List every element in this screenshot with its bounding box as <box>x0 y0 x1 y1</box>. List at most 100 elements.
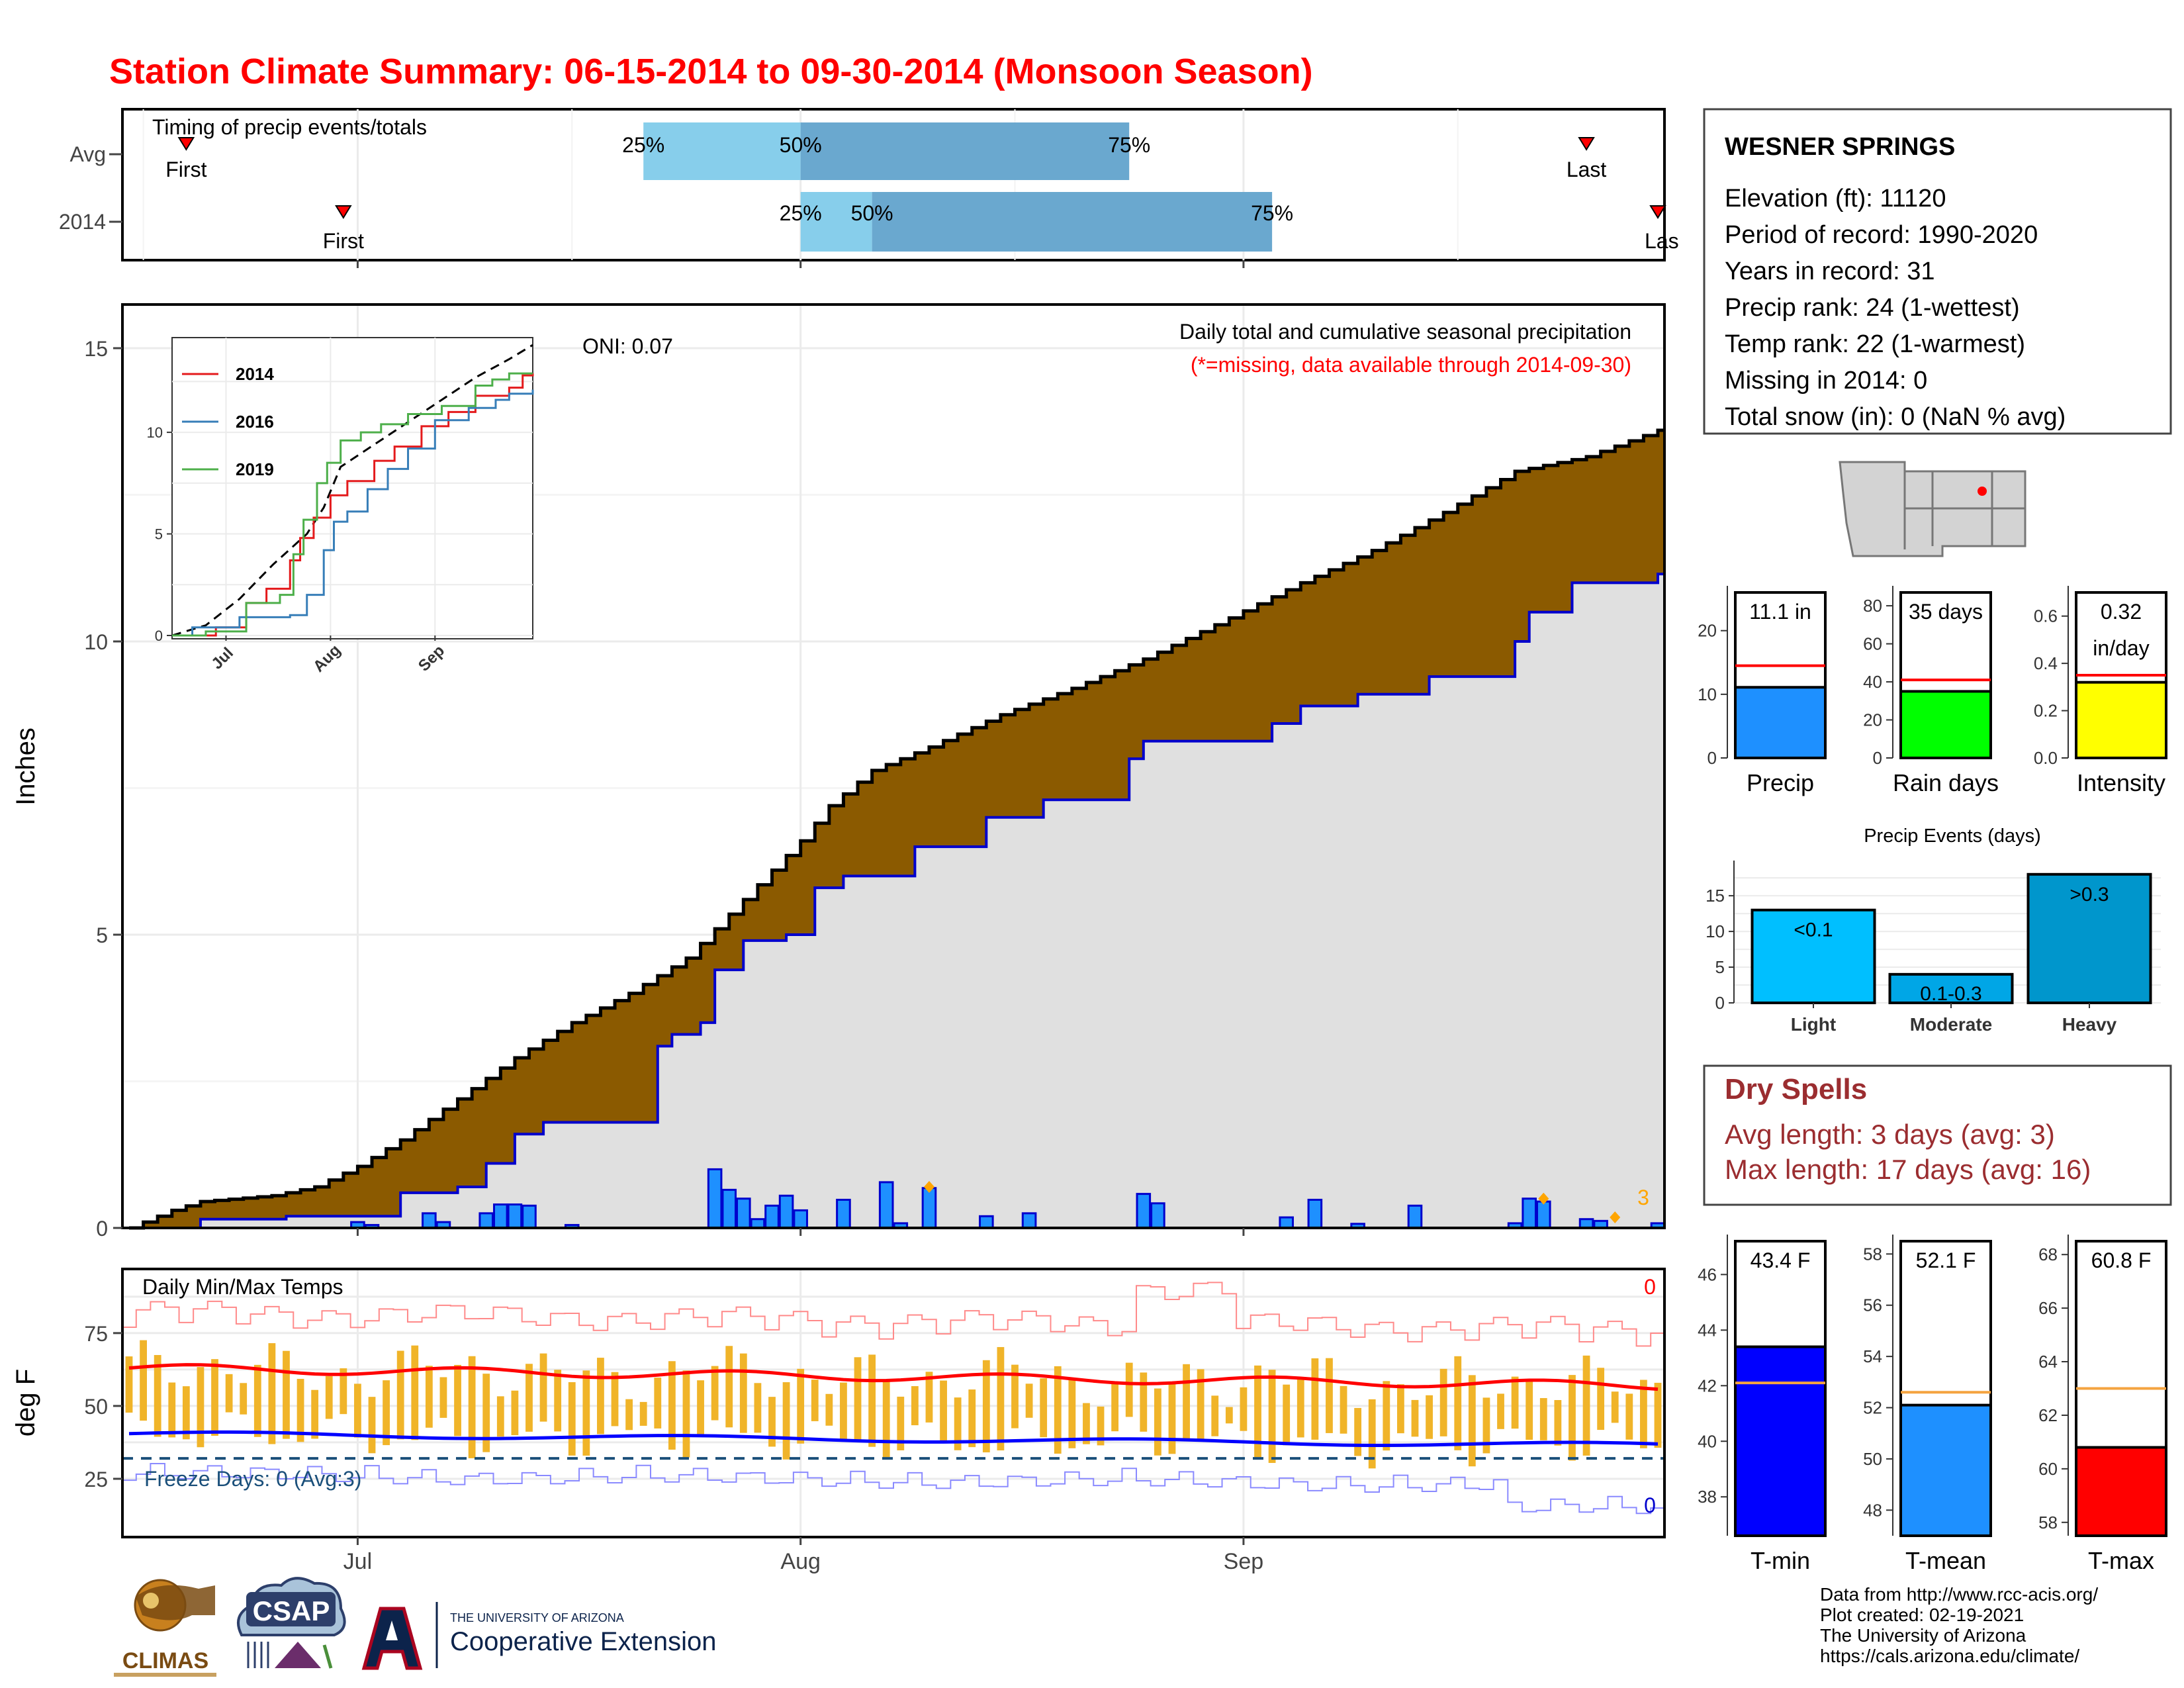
dry-spells-max: Max length: 17 days (avg: 16) <box>1725 1154 2091 1185</box>
inset-ytick-label: 5 <box>155 526 163 543</box>
inset-legend-2016: 2016 <box>236 412 274 432</box>
temp-range-bar <box>1068 1378 1076 1448</box>
timing-p75-label: 75% <box>1251 201 1293 225</box>
raindays-summary-tick-label: 0 <box>1873 748 1882 768</box>
precip-ylabel: Inches <box>11 727 40 806</box>
temp-range-bar <box>954 1397 962 1450</box>
temp-range-bar <box>940 1380 947 1442</box>
timing-bar-q2-0 <box>800 122 1130 180</box>
temp-max-count: 0 <box>1644 1275 1656 1299</box>
precip-summary: 0 10 20 11.1 in Precip <box>1698 586 1827 796</box>
temp-panel: 25 50 75 Jul Aug Sep Daily Min/Max Temps 0 0… <box>11 1268 1666 1574</box>
events-ytick-label: 5 <box>1715 957 1725 977</box>
temp-range-bar <box>1354 1407 1362 1456</box>
daily-bar <box>707 1168 723 1229</box>
temp-y-axis: 25 50 75 <box>84 1322 122 1491</box>
timing-panel: Timing of precip events/totals Avg 2014 … <box>59 108 1679 268</box>
events-ytick-label: 0 <box>1715 993 1725 1013</box>
events-xtick-label: Moderate <box>1910 1014 1992 1035</box>
temp-range-bar <box>811 1380 819 1421</box>
station-info-box: WESNER SPRINGS Elevation (ft): 11120 Per… <box>1703 108 2172 435</box>
temp-range-bar <box>1283 1384 1291 1446</box>
temp-range-bar <box>439 1377 447 1418</box>
temp-range-bar <box>253 1364 261 1437</box>
temp-range-bar <box>125 1356 133 1413</box>
temp-range-bar <box>1525 1379 1533 1440</box>
daily-bar <box>979 1215 994 1229</box>
inset-legend-2014: 2014 <box>236 364 274 384</box>
last-marker <box>1578 137 1595 151</box>
tmean-summary-value-label: 52.1 F <box>1916 1248 1976 1272</box>
tmax-summary-tick-label: 60 <box>2038 1459 2058 1479</box>
footer: Data from http://www.rcc-acis.org/ Plot … <box>1820 1584 2098 1666</box>
temp-range-bar <box>354 1383 361 1438</box>
temp-range-bar <box>568 1382 576 1456</box>
station-box-frame <box>1703 108 2172 435</box>
csap-text: CSAP <box>253 1595 330 1626</box>
raindays-summary-value-label: 35 days <box>1909 600 1983 624</box>
tmax-summary: 58 60 62 64 66 68 60.8 F T-max <box>2038 1235 2167 1574</box>
temp-range-bar <box>211 1359 218 1436</box>
temp-range-bar <box>982 1360 990 1453</box>
temp-range-bar <box>840 1382 847 1441</box>
raindays-summary-tick-label: 20 <box>1863 710 1882 730</box>
dry-spells-avg: Avg length: 3 days (avg: 3) <box>1725 1119 2055 1150</box>
temp-range-bar <box>1311 1358 1319 1440</box>
missing-marker <box>923 1180 934 1193</box>
temp-range-bar <box>1154 1388 1161 1456</box>
raindays-summary-tick-label: 60 <box>1863 634 1882 654</box>
temp-range-bar <box>511 1390 519 1436</box>
precip-ytick-label: 5 <box>96 923 108 947</box>
temp-range-bar <box>225 1374 233 1413</box>
climas-logo: CLIMAS <box>114 1579 216 1677</box>
temp-range-bar <box>1368 1399 1376 1469</box>
temp-range-bar <box>754 1383 762 1433</box>
temp-range-bar <box>1383 1381 1390 1451</box>
temp-range-bar <box>1625 1393 1633 1440</box>
precip-summary-tick-label: 10 <box>1698 684 1717 704</box>
tmax-summary-tick-label: 62 <box>2038 1405 2058 1425</box>
temp-range-bar <box>1254 1365 1261 1458</box>
temp-ytick-label: 25 <box>84 1468 108 1491</box>
tmin-summary-tick-label: 38 <box>1698 1487 1717 1507</box>
temp-summary-bars: 38 40 42 44 46 43.4 F T-min 48 50 52 54 56 58 52.1 F T… <box>1698 1235 2167 1574</box>
temp-range-bar <box>739 1353 747 1433</box>
intensity-summary-tick-label: 0.2 <box>2034 701 2058 721</box>
daily-bar <box>478 1212 494 1229</box>
temp-range-bar <box>711 1366 719 1421</box>
tmean-summary-tick-label: 56 <box>1863 1295 1882 1315</box>
temp-range-bar <box>782 1382 790 1460</box>
temp-range-bar <box>411 1345 419 1440</box>
daily-bar <box>1535 1200 1551 1229</box>
precip-summary-value-bar <box>1734 686 1827 760</box>
temp-range-bar <box>725 1346 733 1428</box>
events-bar-label: <0.1 <box>1794 919 1833 941</box>
daily-bar <box>507 1203 523 1229</box>
precip-summary-tick-label: 0 <box>1707 748 1717 768</box>
temp-range-bar <box>1611 1391 1619 1423</box>
shared-x-axis: Jul Aug Sep <box>343 1537 1263 1574</box>
daily-bar <box>522 1204 537 1229</box>
precip-ytick-label: 15 <box>84 337 108 361</box>
xtick-label: Jul <box>343 1549 372 1574</box>
daily-bar <box>1150 1202 1165 1229</box>
dry-spells-title: Dry Spells <box>1725 1073 1867 1105</box>
tmin-summary-value-label: 43.4 F <box>1751 1248 1811 1272</box>
tmax-summary-tick-label: 68 <box>2038 1244 2058 1264</box>
temp-range-bar <box>283 1350 290 1439</box>
tmean-summary-tick-label: 54 <box>1863 1346 1882 1366</box>
temp-range-bar <box>396 1350 404 1440</box>
daily-bar <box>836 1198 851 1229</box>
temp-range-bar <box>611 1372 619 1427</box>
temp-range-bar <box>868 1354 876 1447</box>
station-snow: Total snow (in): 0 (NaN % avg) <box>1725 403 2066 431</box>
temp-range-bar <box>1197 1369 1205 1441</box>
station-name: WESNER SPRINGS <box>1725 133 1955 161</box>
first-label: First <box>323 229 364 253</box>
station-years: Years in record: 31 <box>1725 258 1935 285</box>
events-bar-moderate <box>1888 972 2014 1005</box>
temp-range-bar <box>897 1396 905 1450</box>
events-bar-heavy <box>2026 872 2152 1004</box>
precip-summary-tick-label: 20 <box>1698 621 1717 641</box>
